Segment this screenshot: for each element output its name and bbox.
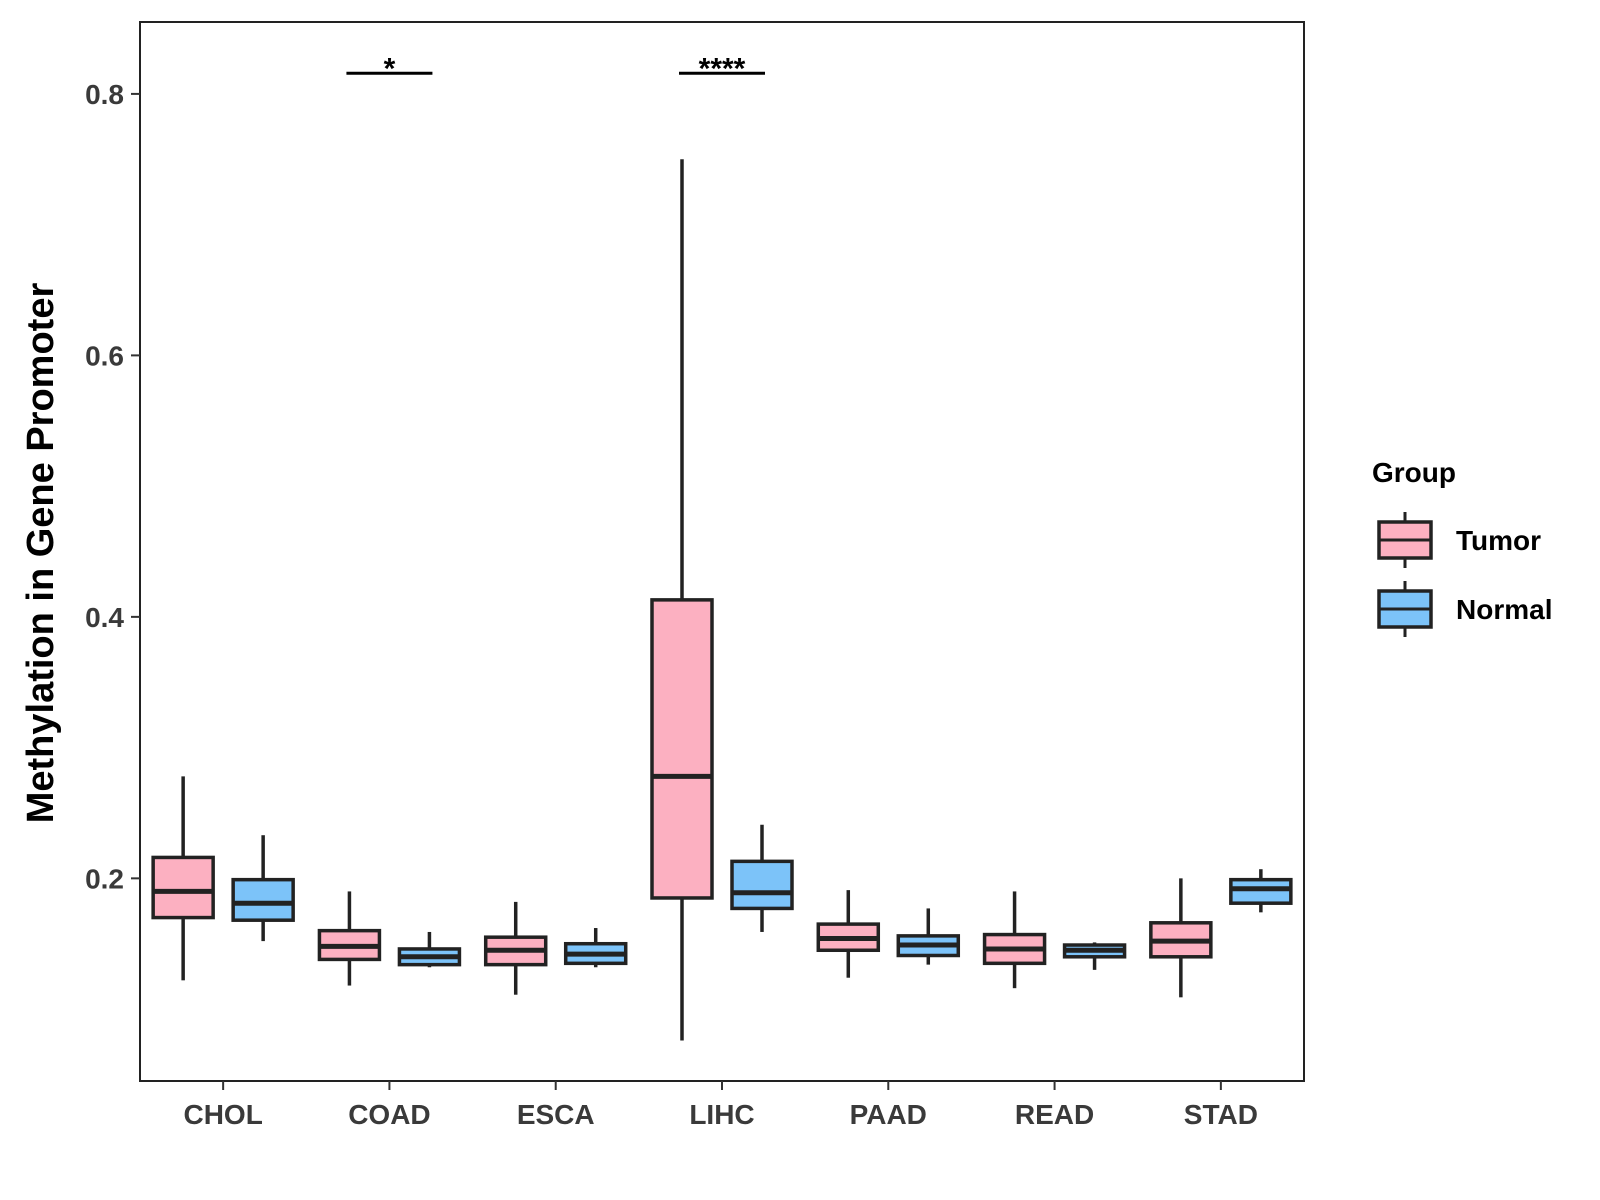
box-normal-read bbox=[1062, 942, 1127, 970]
box-body bbox=[650, 598, 714, 900]
box-body bbox=[1229, 877, 1293, 905]
box-normal-esca bbox=[563, 928, 628, 968]
box-normal-lihc bbox=[730, 824, 794, 932]
y-tick-label: 0.8 bbox=[85, 79, 124, 110]
box-tumor-read bbox=[982, 891, 1047, 989]
plot-area: 0.2 0.4 0.6 0.8 CHOL COAD ESCA LIHC PAAD READ STAD… bbox=[85, 21, 1305, 1130]
legend: Group Tumor Normal bbox=[1372, 457, 1552, 637]
y-tick-label: 0.6 bbox=[85, 340, 124, 371]
x-tick-label: COAD bbox=[348, 1099, 430, 1130]
box-normal-stad bbox=[1229, 869, 1293, 913]
x-tick-label: PAAD bbox=[850, 1099, 927, 1130]
y-tick-label: 0.2 bbox=[85, 863, 124, 894]
significance-label: * bbox=[384, 52, 396, 85]
y-tick-label: 0.4 bbox=[85, 602, 124, 633]
box-tumor-lihc bbox=[650, 159, 714, 1041]
legend-title: Group bbox=[1372, 457, 1456, 488]
x-tick-label: LIHC bbox=[689, 1099, 754, 1130]
x-tick-label: ESCA bbox=[517, 1099, 595, 1130]
x-tick-label: READ bbox=[1015, 1099, 1094, 1130]
box-tumor-chol bbox=[151, 776, 215, 981]
box-normal-coad bbox=[397, 931, 462, 968]
box-body bbox=[151, 855, 215, 920]
box-body bbox=[231, 877, 295, 922]
x-tick-label: CHOL bbox=[183, 1099, 262, 1130]
box-tumor-stad bbox=[1149, 878, 1213, 998]
x-tick-label: STAD bbox=[1184, 1099, 1258, 1130]
box-body bbox=[730, 859, 794, 911]
legend-label-normal: Normal bbox=[1456, 594, 1552, 625]
box-tumor-coad bbox=[317, 891, 382, 986]
significance-label: **** bbox=[699, 52, 746, 85]
box-normal-chol bbox=[231, 835, 295, 942]
plot-panel-border bbox=[139, 21, 1305, 1082]
box-tumor-paad bbox=[816, 890, 881, 978]
y-axis-title: Methylation in Gene Promoter bbox=[20, 283, 62, 824]
box-tumor-esca bbox=[483, 901, 548, 995]
legend-label-tumor: Tumor bbox=[1456, 525, 1541, 556]
box-normal-paad bbox=[896, 908, 961, 965]
